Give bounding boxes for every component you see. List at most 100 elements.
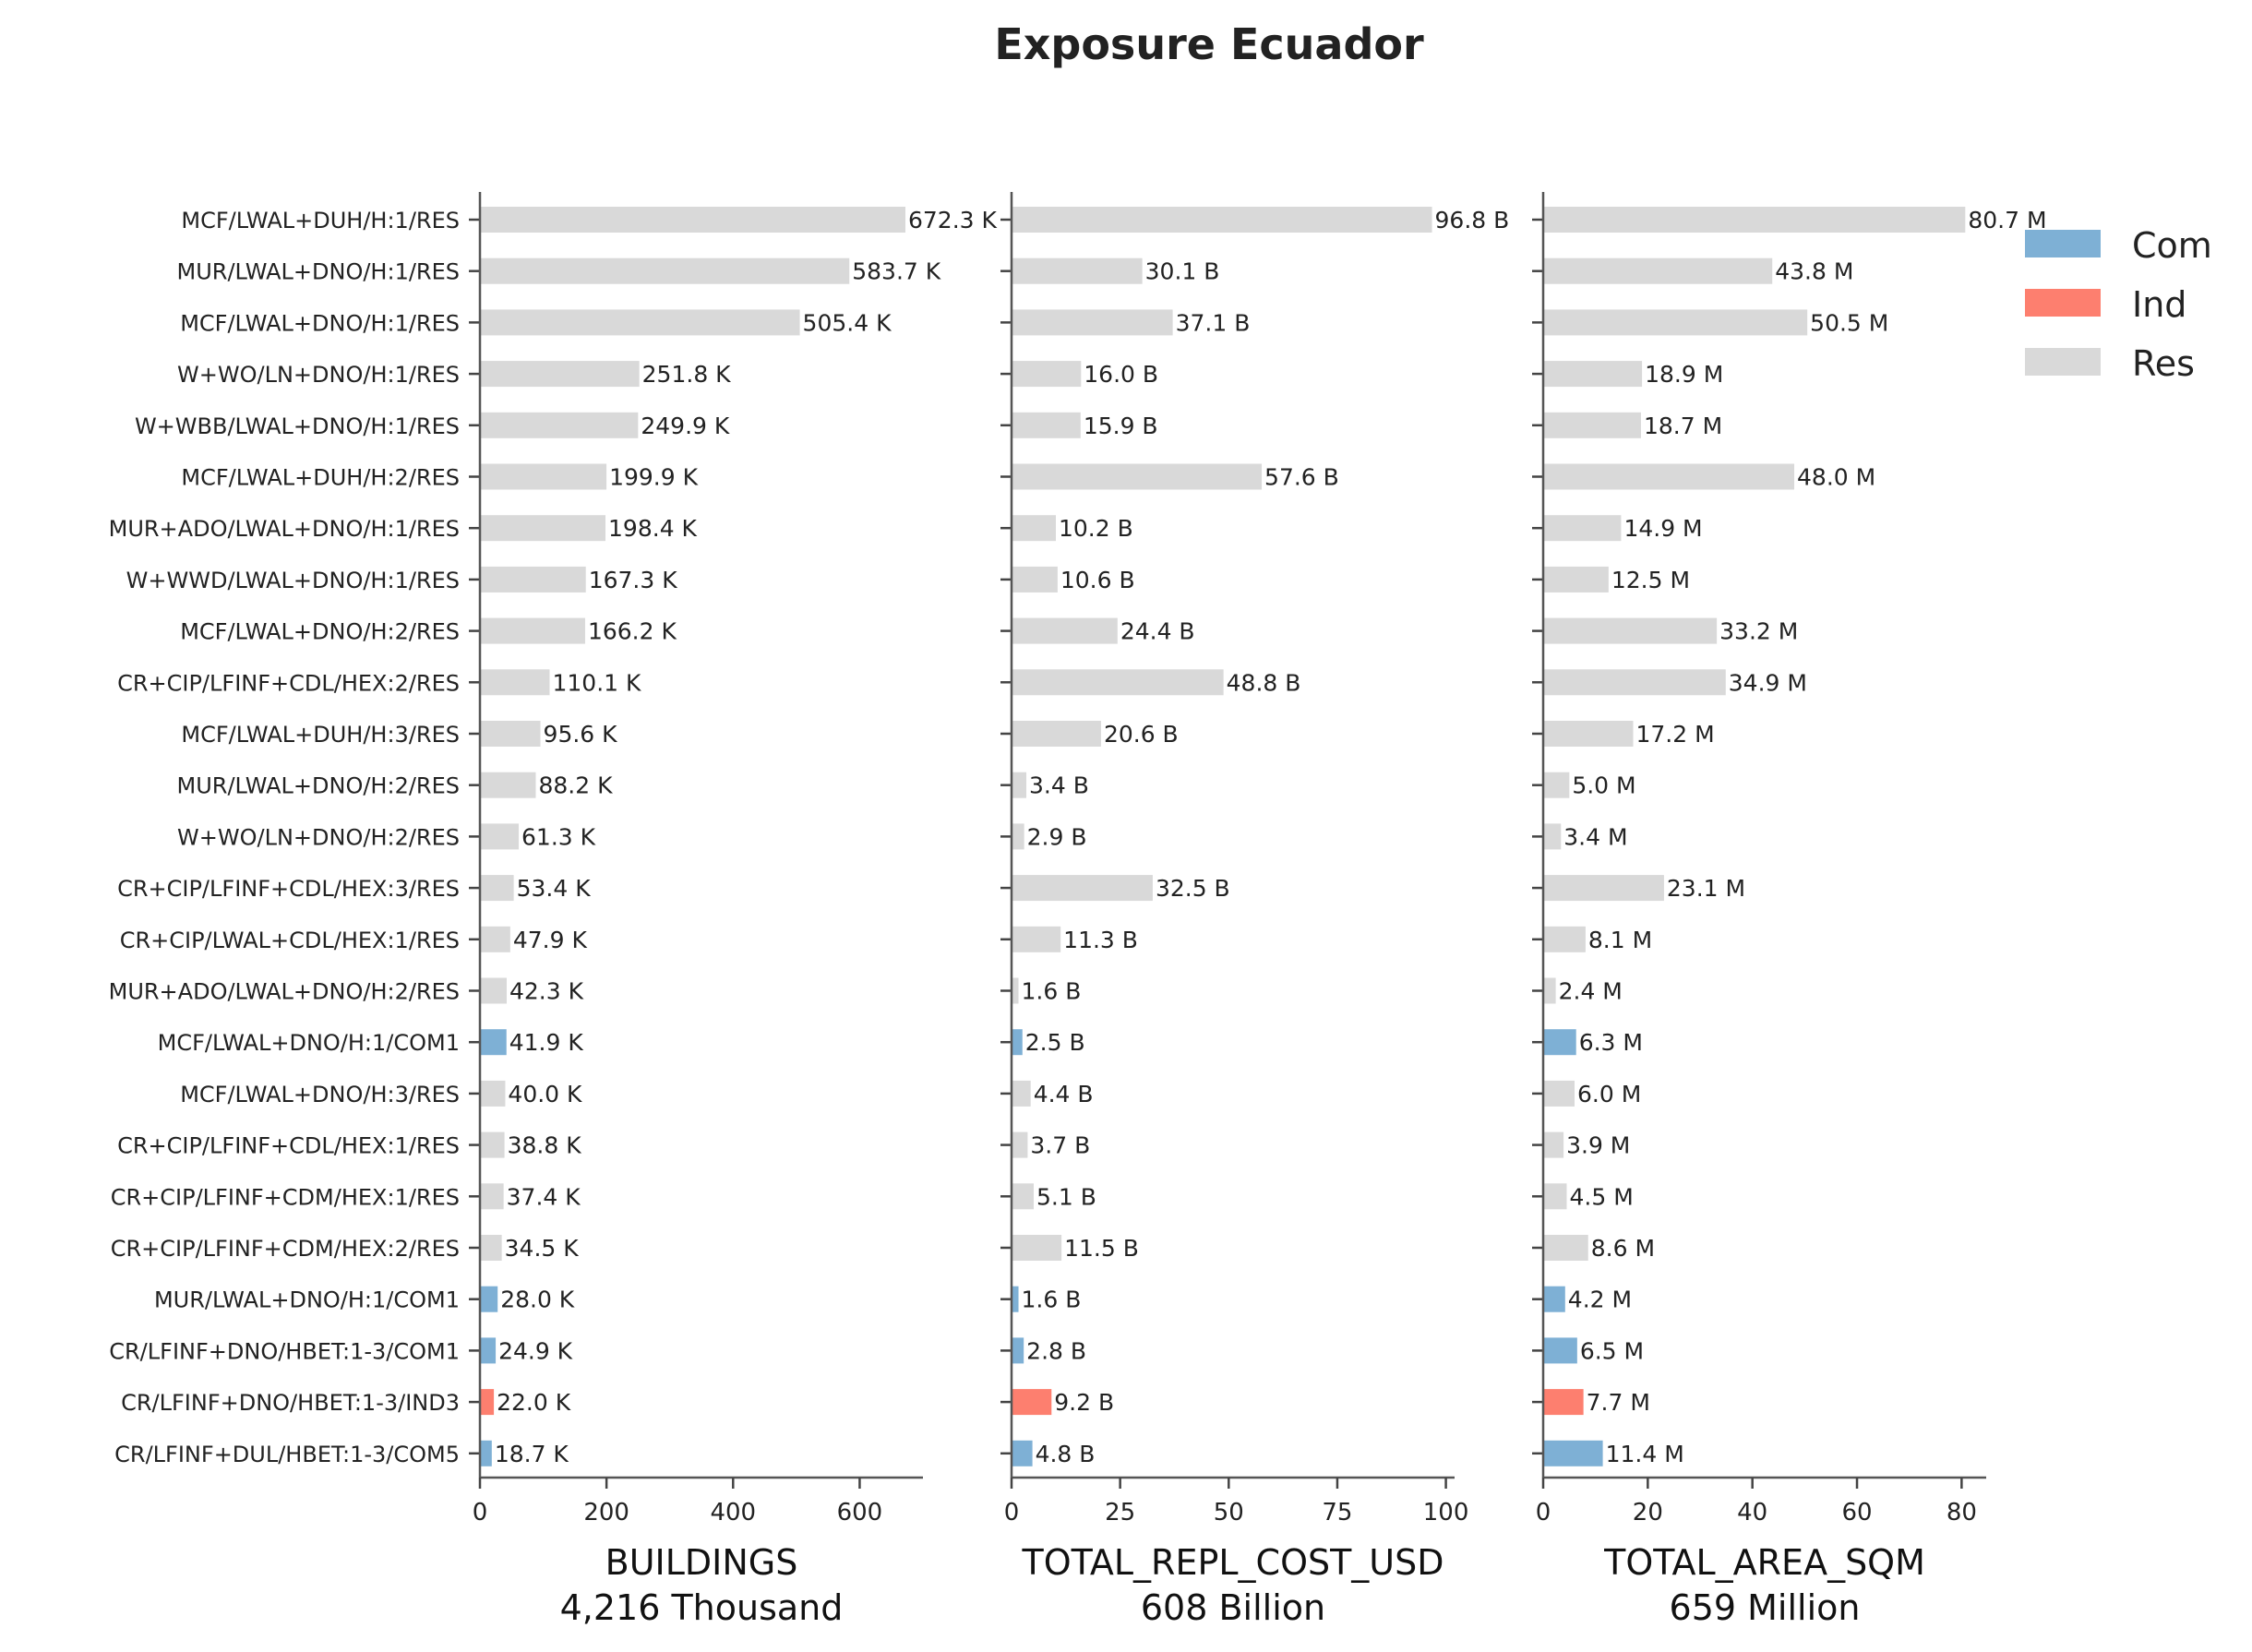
bar — [1012, 566, 1058, 593]
bar — [1012, 361, 1082, 388]
data-label: 8.1 M — [1588, 927, 1652, 953]
bar — [1012, 1440, 1033, 1466]
data-label: 10.2 B — [1059, 515, 1133, 542]
bar — [1543, 1389, 1584, 1416]
x-axis-total: 608 Billion — [1141, 1587, 1325, 1628]
data-label: 4.4 B — [1034, 1081, 1094, 1107]
bar — [1012, 207, 1432, 233]
data-label: 6.0 M — [1577, 1081, 1641, 1107]
bar — [480, 1440, 492, 1466]
data-label: 2.5 B — [1025, 1029, 1085, 1056]
data-label: 88.2 K — [538, 772, 613, 799]
bar — [480, 926, 510, 952]
data-label: 40.0 K — [508, 1081, 582, 1107]
data-label: 166.2 K — [588, 618, 677, 645]
data-label: 18.7 K — [495, 1441, 569, 1467]
bar — [1543, 463, 1795, 490]
data-label: 2.9 B — [1027, 823, 1087, 850]
category-label: MCF/LWAL+DNO/H:2/RES — [180, 619, 460, 645]
data-label: 23.1 M — [1667, 875, 1745, 902]
data-label: 30.1 B — [1145, 258, 1220, 285]
x-tick-label: 200 — [583, 1499, 629, 1526]
bar — [480, 1337, 497, 1364]
data-label: 10.6 B — [1060, 567, 1135, 593]
category-label: W+WBB/LWAL+DNO/H:1/RES — [135, 413, 460, 439]
data-label: 18.9 M — [1645, 361, 1723, 388]
bar — [1012, 1183, 1034, 1210]
bar — [1543, 617, 1718, 644]
category-label: CR+CIP/LFINF+CDM/HEX:2/RES — [111, 1236, 460, 1262]
bar — [480, 823, 520, 850]
bar — [480, 1235, 502, 1261]
bar — [1543, 1337, 1577, 1364]
bar — [1012, 1337, 1024, 1364]
bar — [1543, 669, 1726, 696]
x-tick-label: 100 — [1423, 1499, 1469, 1526]
bar — [1543, 1029, 1576, 1056]
x-tick-label: 25 — [1105, 1499, 1135, 1526]
bar — [1012, 463, 1263, 490]
data-label: 583.7 K — [852, 258, 941, 285]
data-label: 110.1 K — [552, 669, 641, 696]
data-label: 48.8 B — [1227, 669, 1301, 696]
bar — [1012, 1080, 1031, 1107]
bar — [1543, 361, 1643, 388]
x-tick-label: 0 — [1536, 1499, 1551, 1526]
data-label: 6.3 M — [1579, 1029, 1643, 1056]
legend-label: Com — [2132, 225, 2212, 266]
bar — [480, 309, 800, 336]
bar — [1012, 257, 1143, 284]
bar — [480, 566, 586, 593]
data-label: 38.8 K — [508, 1132, 582, 1159]
x-tick-label: 0 — [1004, 1499, 1020, 1526]
data-label: 34.9 M — [1729, 669, 1807, 696]
data-label: 3.9 M — [1566, 1132, 1630, 1159]
bar — [1543, 566, 1609, 593]
bar — [1543, 1286, 1565, 1312]
data-label: 4.2 M — [1568, 1287, 1632, 1313]
data-label: 80.7 M — [1968, 207, 2046, 233]
data-label: 2.8 B — [1026, 1337, 1086, 1364]
data-label: 9.2 B — [1054, 1389, 1114, 1416]
bar — [480, 257, 850, 284]
category-label: CR+CIP/LFINF+CDL/HEX:3/RES — [117, 876, 460, 902]
legend-label: Ind — [2132, 284, 2186, 325]
data-label: 41.9 K — [509, 1029, 584, 1056]
data-label: 505.4 K — [803, 309, 892, 336]
bar — [1543, 926, 1586, 952]
bar — [1012, 1131, 1028, 1158]
data-label: 20.6 B — [1104, 721, 1179, 748]
data-label: 199.9 K — [609, 464, 699, 491]
bar — [480, 1183, 504, 1210]
category-label: CR/LFINF+DUL/HBET:1-3/COM5 — [114, 1442, 460, 1467]
data-label: 4.5 M — [1570, 1183, 1634, 1210]
category-label: CR+CIP/LFINF+CDL/HEX:1/RES — [117, 1133, 460, 1159]
bar — [1543, 515, 1622, 542]
bar — [1012, 309, 1173, 336]
bar — [1012, 1286, 1019, 1312]
data-label: 11.3 B — [1063, 927, 1138, 953]
bar — [1012, 1029, 1023, 1056]
data-label: 3.4 M — [1563, 823, 1627, 850]
data-label: 37.4 K — [507, 1183, 581, 1210]
category-label: MCF/LWAL+DNO/H:1/COM1 — [158, 1030, 460, 1056]
data-label: 28.0 K — [500, 1287, 575, 1313]
data-label: 33.2 M — [1719, 618, 1798, 645]
data-label: 12.5 M — [1611, 567, 1690, 593]
data-label: 7.7 M — [1587, 1389, 1650, 1416]
category-label: MUR/LWAL+DNO/H:1/RES — [177, 259, 461, 285]
bar — [480, 875, 514, 902]
bar — [1543, 309, 1808, 336]
data-label: 5.0 M — [1572, 772, 1635, 799]
category-label: MCF/LWAL+DUH/H:3/RES — [181, 722, 460, 748]
data-label: 17.2 M — [1635, 721, 1714, 748]
x-axis-label: TOTAL_REPL_COST_USD — [1021, 1542, 1443, 1583]
category-label: MCF/LWAL+DNO/H:1/RES — [180, 310, 460, 336]
bar — [1012, 412, 1081, 438]
x-tick-label: 50 — [1214, 1499, 1244, 1526]
bar — [1012, 926, 1061, 952]
bar — [1012, 772, 1026, 798]
legend-swatch — [2025, 348, 2101, 376]
x-tick-label: 20 — [1633, 1499, 1663, 1526]
bar — [1543, 772, 1570, 798]
